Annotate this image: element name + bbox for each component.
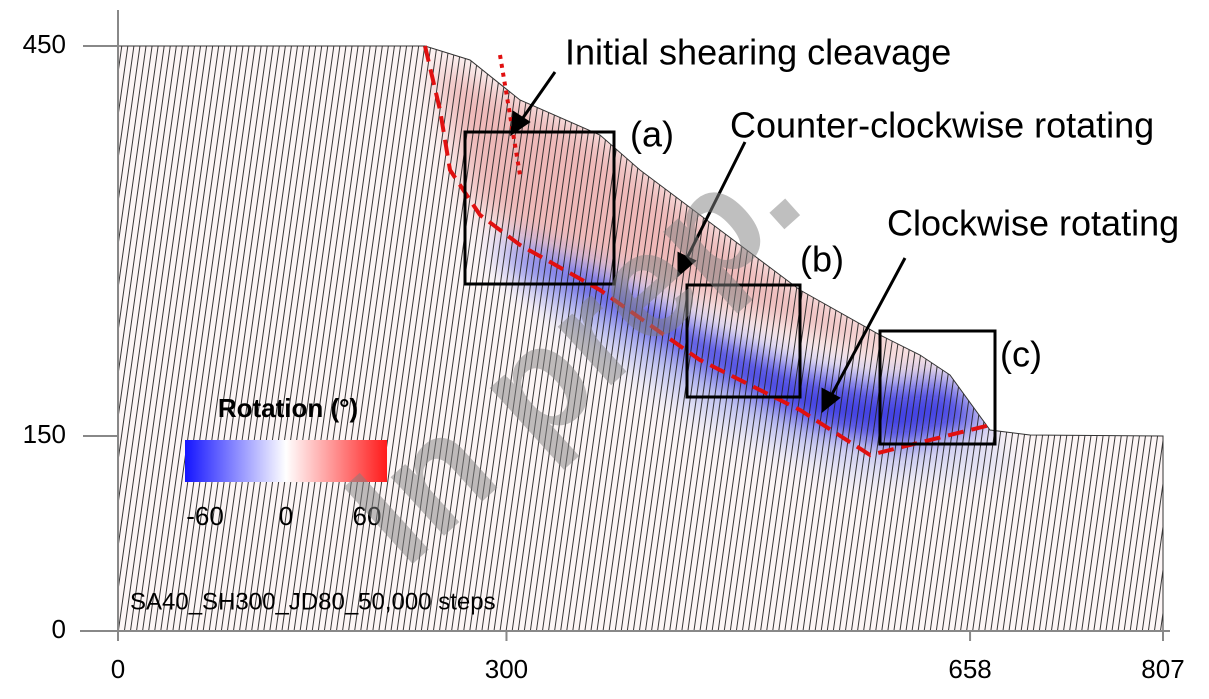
x-tick-label: 807 [1141,654,1184,684]
colorbar-tick-label: 0 [279,501,293,531]
box-b [685,283,802,399]
colorbar-title: Rotation (°) [218,393,358,423]
annotation: Initial shearing cleavage [565,32,951,73]
annotation: (b) [800,239,844,280]
run-label: SA40_SH300_JD80_50,000 steps [130,588,496,615]
x-tick-label: 300 [485,654,528,684]
annotation: (c) [1000,334,1042,375]
box-c [878,329,997,446]
y-tick-label: 150 [23,419,66,449]
y-tick-label: 0 [52,614,66,644]
x-tick-label: 0 [111,654,125,684]
colorbar [185,440,387,482]
annotation: Counter-clockwise rotating [730,105,1154,146]
failure-surface [423,45,991,458]
shearing-cleavage [498,54,522,176]
box-a [463,130,616,286]
colorbar-tick-label: 60 [353,501,382,531]
annotation: (a) [630,114,674,155]
colorbar-tick-label: -60 [186,501,224,531]
arrows [510,71,907,414]
y-tick-label: 450 [23,29,66,59]
annotation: Clockwise rotating [887,203,1179,244]
x-tick-label: 658 [948,654,991,684]
